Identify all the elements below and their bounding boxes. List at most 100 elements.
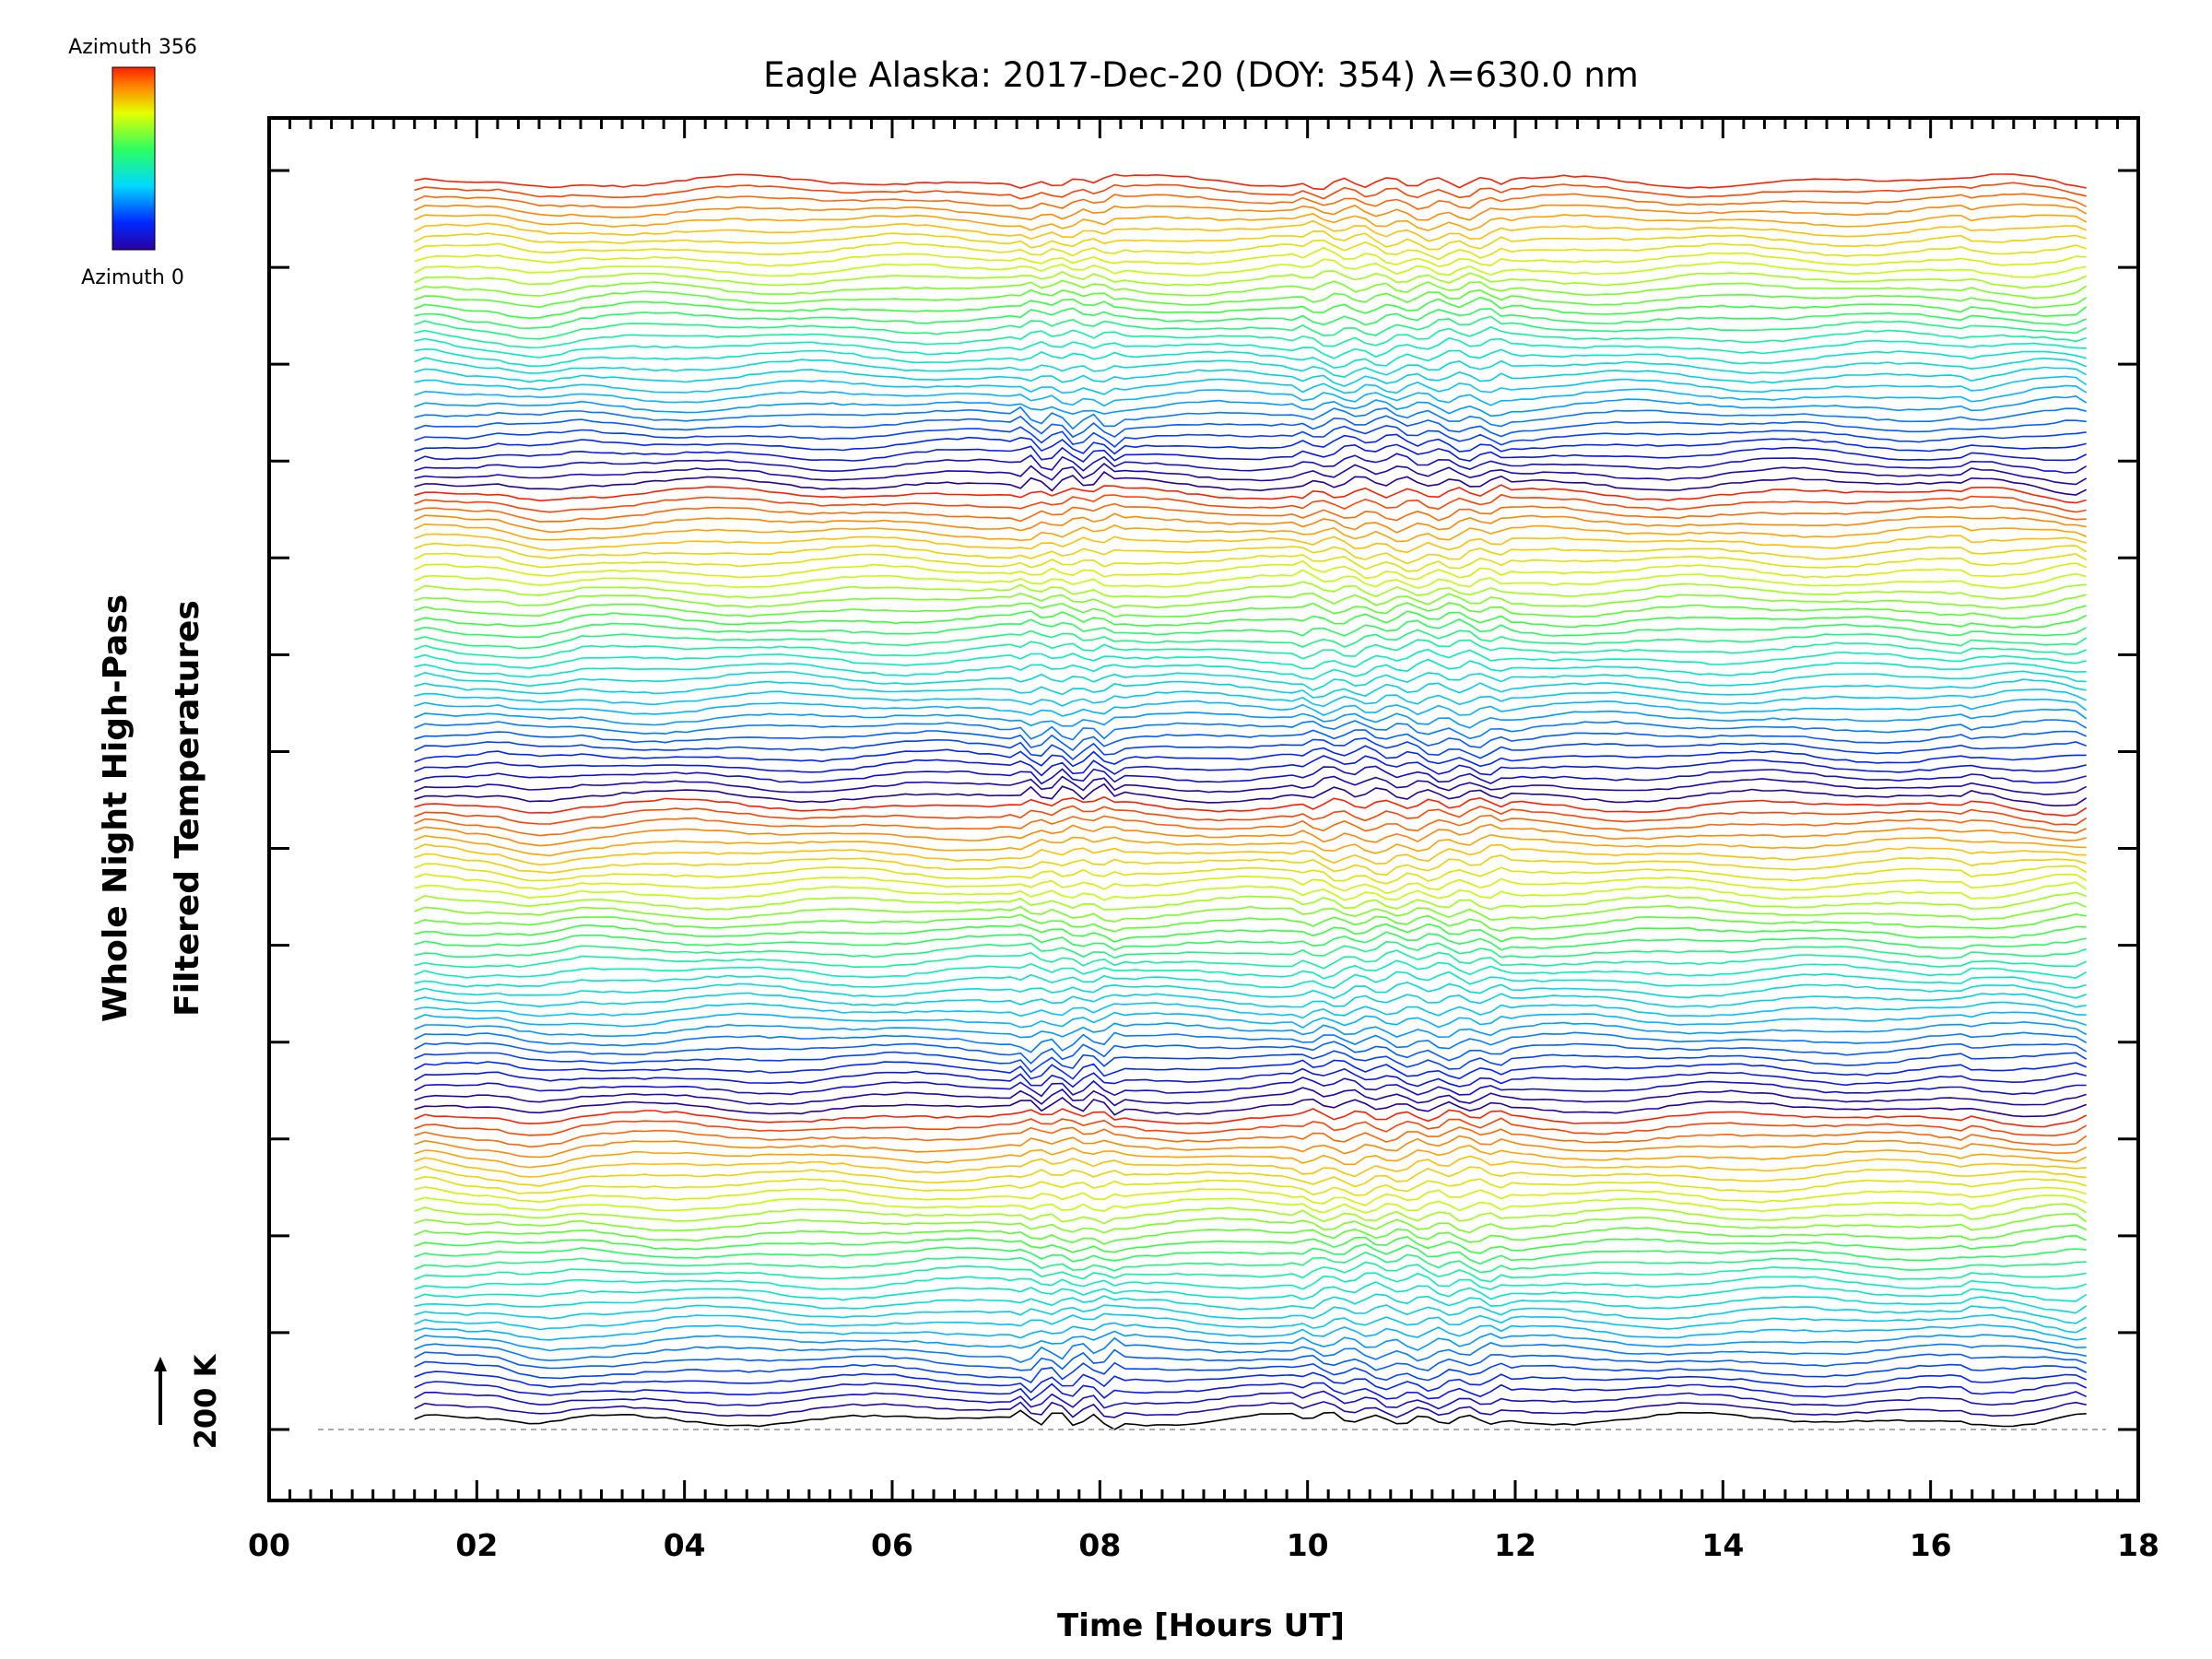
series-line bbox=[414, 992, 2087, 1008]
series-line bbox=[414, 1224, 2088, 1245]
series-line bbox=[414, 1155, 2087, 1178]
series-line bbox=[414, 1322, 2087, 1341]
series-line bbox=[414, 949, 2088, 970]
series-line bbox=[414, 1336, 2087, 1363]
series-line bbox=[414, 1067, 2087, 1088]
plot-frame bbox=[267, 116, 2140, 1502]
series-line bbox=[414, 1059, 2088, 1080]
scale-indicator: 200 K bbox=[154, 1353, 223, 1449]
series-line bbox=[414, 219, 2087, 242]
series-line bbox=[414, 384, 2088, 407]
series-line bbox=[414, 203, 2088, 221]
series-line bbox=[414, 755, 2087, 777]
series-line bbox=[414, 1011, 2087, 1029]
series-line bbox=[414, 443, 2088, 464]
series-line bbox=[414, 737, 2087, 761]
series-line bbox=[414, 719, 2088, 741]
series-line bbox=[414, 639, 2087, 660]
series-line bbox=[414, 1304, 2088, 1324]
series-line bbox=[414, 1213, 2088, 1234]
series-line bbox=[414, 182, 2087, 200]
series-line bbox=[414, 805, 2088, 826]
series-line bbox=[414, 375, 2088, 395]
series-line bbox=[414, 881, 2088, 901]
series-line bbox=[414, 1135, 2088, 1159]
series-line bbox=[414, 512, 2087, 534]
x-tick-label: 18 bbox=[2117, 1527, 2159, 1563]
series-line bbox=[414, 1203, 2088, 1225]
scale-label: 200 K bbox=[188, 1353, 223, 1449]
series-line bbox=[414, 279, 2088, 300]
series-line bbox=[414, 1145, 2088, 1169]
x-tick-label: 02 bbox=[455, 1527, 498, 1563]
x-tick-label: 12 bbox=[1494, 1527, 1536, 1563]
colorbar-bottom-label: Azimuth 0 bbox=[81, 266, 184, 289]
series-line bbox=[414, 415, 2087, 439]
series-line bbox=[414, 552, 2088, 572]
series-line bbox=[414, 1126, 2088, 1148]
series-line bbox=[414, 1165, 2087, 1188]
series-line bbox=[414, 782, 2088, 807]
series-line bbox=[414, 493, 2087, 513]
series-line bbox=[414, 814, 2088, 837]
series-line bbox=[414, 1381, 2088, 1402]
colorbar-top-label: Azimuth 356 bbox=[68, 36, 197, 59]
series-line bbox=[414, 1371, 2088, 1394]
series-line bbox=[414, 433, 2087, 455]
series-line bbox=[414, 581, 2087, 600]
series-line bbox=[414, 602, 2087, 619]
series-line bbox=[414, 923, 2087, 943]
series-line bbox=[414, 471, 2088, 496]
series-line bbox=[414, 1261, 2087, 1283]
series-line bbox=[414, 230, 2087, 251]
series-line bbox=[414, 931, 2087, 951]
series-line bbox=[414, 1272, 2087, 1290]
series-line bbox=[414, 729, 2088, 752]
series-line bbox=[414, 1243, 2087, 1265]
series-line bbox=[414, 542, 2088, 565]
series-line bbox=[414, 592, 2087, 610]
series-line bbox=[414, 901, 2088, 923]
series-line bbox=[414, 1031, 2088, 1053]
series-line bbox=[414, 307, 2088, 330]
series-line bbox=[414, 289, 2088, 309]
series-line bbox=[414, 357, 2088, 378]
series-line bbox=[414, 823, 2087, 847]
series-line bbox=[414, 765, 2087, 785]
series-line bbox=[414, 1348, 2087, 1371]
series-line bbox=[414, 1077, 2087, 1098]
series-line bbox=[414, 502, 2087, 523]
tick-group bbox=[267, 118, 2140, 1500]
series-line bbox=[414, 745, 2087, 768]
series-line bbox=[414, 533, 2087, 554]
y-axis-label-line1: Whole Night High-Pass bbox=[97, 594, 135, 1022]
series-line bbox=[414, 347, 2087, 370]
series-line bbox=[414, 366, 2088, 387]
series-line bbox=[414, 670, 2087, 691]
x-axis-label: Time [Hours UT] bbox=[1057, 1607, 1345, 1644]
x-tick-labels: 00 02 04 06 08 10 12 14 16 18 bbox=[248, 1527, 2159, 1563]
series-line bbox=[414, 453, 2088, 474]
series-line bbox=[414, 891, 2087, 911]
series-line bbox=[414, 1390, 2088, 1410]
x-tick-label: 16 bbox=[1910, 1527, 1952, 1563]
series-line bbox=[414, 270, 2088, 289]
series-line bbox=[414, 337, 2087, 359]
x-tick-label: 00 bbox=[248, 1527, 290, 1563]
series-line bbox=[414, 1186, 2087, 1206]
series-line bbox=[414, 843, 2087, 866]
series-line bbox=[414, 618, 2088, 639]
series-line bbox=[414, 971, 2087, 989]
series-line bbox=[414, 959, 2088, 980]
series-line bbox=[414, 833, 2087, 857]
series-line bbox=[414, 326, 2087, 349]
series-line bbox=[414, 698, 2088, 717]
series-line bbox=[414, 795, 2088, 818]
series-line bbox=[414, 258, 2087, 278]
series-line bbox=[414, 296, 2088, 320]
colorbar-gradient bbox=[112, 66, 156, 251]
series-line bbox=[414, 173, 2087, 191]
x-tick-label: 04 bbox=[664, 1527, 706, 1563]
series-line bbox=[414, 523, 2088, 543]
